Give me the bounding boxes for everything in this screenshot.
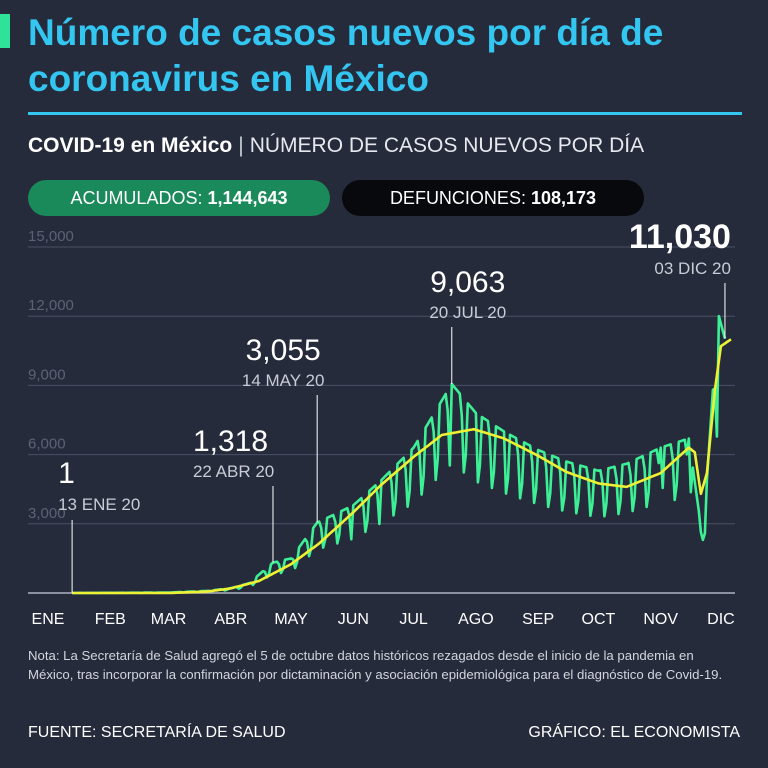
subtitle-separator: | [238,134,244,157]
accumulated-badge: ACUMULADOS: 1,144,643 [28,180,330,216]
deaths-value: 108,173 [530,188,597,208]
annotation-date: 14 MAY 20 [242,371,325,390]
graphic-credit: GRÁFICO: EL ECONOMISTA [528,724,740,741]
y-tick-label: 6,000 [28,436,66,453]
accumulated-label: ACUMULADOS: [70,188,203,208]
footnote: Nota: La Secretaría de Salud agregó el 5… [28,648,723,682]
trend-line [72,338,732,595]
annotation-value: 1 [58,457,75,490]
page-title: Número de casos nuevos por día de corona… [28,12,664,99]
chart-subtitle: COVID-19 en México | NÚMERO DE CASOS NUEVO… [28,132,644,160]
accent-bar [0,14,10,48]
x-tick-label: JUL [399,611,428,628]
x-tick-label: AGO [458,611,494,628]
x-tick-label: DIC [707,611,735,628]
title-divider [28,112,742,115]
x-tick-label: MAY [274,611,308,628]
x-tick-label: NOV [643,611,678,628]
accumulated-value: 1,144,643 [207,188,288,208]
annotation-date: 03 DIC 20 [654,259,731,278]
x-tick-label: FEB [95,611,126,628]
annotation-value: 3,055 [246,334,321,367]
x-tick-label: SEP [522,611,554,628]
x-tick-label: JUN [338,611,369,628]
subtitle-topic: COVID-19 en México [28,134,233,157]
x-tick-label: ENE [32,611,65,628]
deaths-badge: DEFUNCIONES: 108,173 [342,180,644,216]
annotation-value: 9,063 [430,266,505,299]
x-tick-label: MAR [151,611,187,628]
annotation-date: 13 ENE 20 [58,495,140,514]
annotation-value: 11,030 [629,218,731,256]
y-tick-label: 3,000 [28,505,66,522]
y-tick-label: 12,000 [28,297,74,314]
annotation-date: 22 ABR 20 [193,462,274,481]
x-tick-label: ABR [214,611,247,628]
annotation-value: 1,318 [193,425,268,458]
y-tick-label: 9,000 [28,366,66,383]
y-tick-label: 15,000 [28,228,74,245]
subtitle-description: NÚMERO DE CASOS NUEVOS POR DÍA [249,134,645,157]
annotation-date: 20 JUL 20 [429,303,506,322]
source-credit: FUENTE: SECRETARÍA DE SALUD [28,724,286,741]
x-tick-label: OCT [582,611,616,628]
deaths-label: DEFUNCIONES: [389,188,526,208]
